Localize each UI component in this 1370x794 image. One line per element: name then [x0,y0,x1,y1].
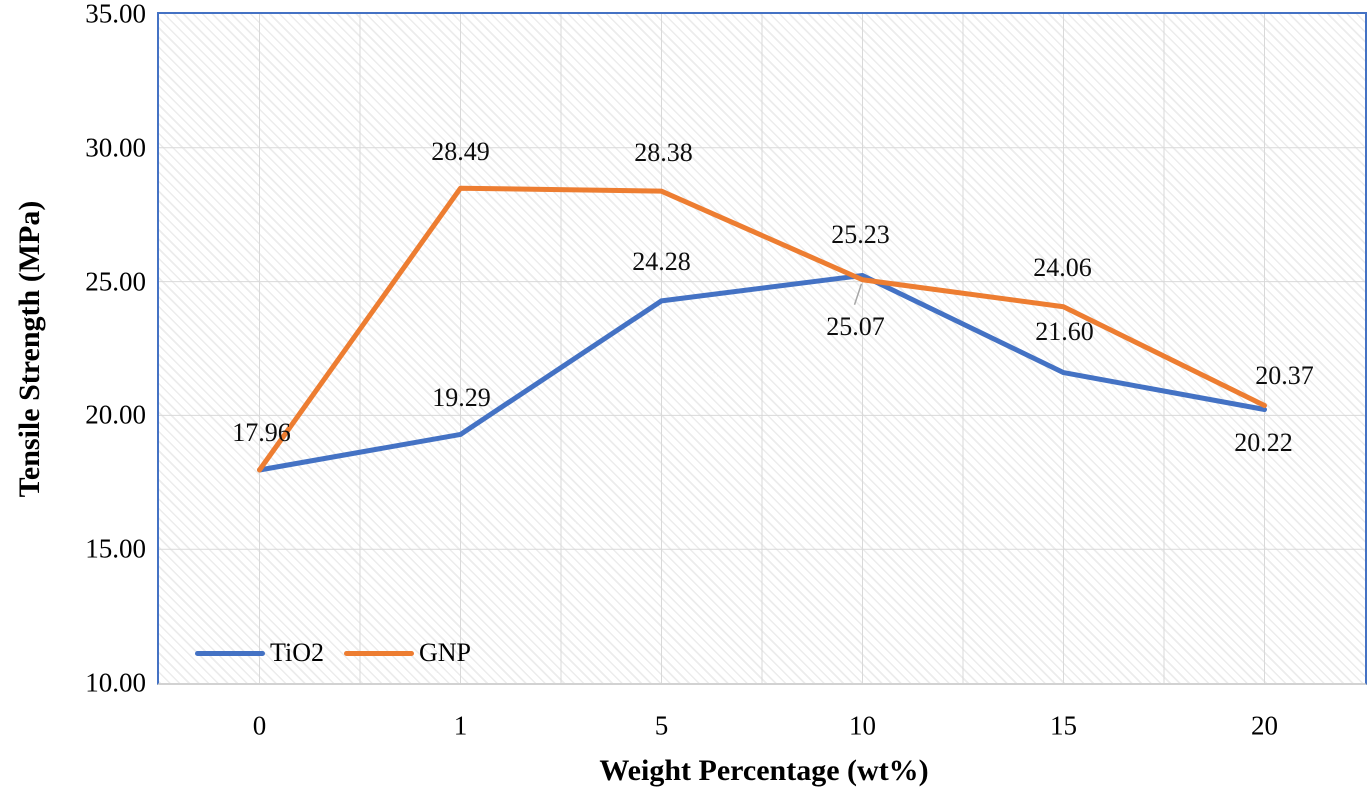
data-label-GNP-20: 20.37 [1255,361,1314,391]
data-label-TiO2-5: 24.28 [632,246,691,276]
legend-line-sample-gnp [343,650,414,656]
x-tick-label: 0 [252,710,267,741]
data-label-TiO2-0: 17.96 [232,417,291,447]
data-label-TiO2-1: 19.29 [432,383,491,413]
data-label-GNP-10: 25.07 [826,311,885,341]
data-label-TiO2-15: 21.60 [1035,316,1094,346]
x-tick-label: 5 [654,710,669,741]
data-label-TiO2-10: 25.23 [831,220,890,250]
plot-area: 17.96 19.29 24.28 25.23 21.60 20.22 28.49 28.38… [157,12,1367,685]
x-axis-title: Weight Percentage (wt%) [599,754,929,787]
chart-canvas [159,14,1365,683]
y-tick-label: 10.00 [85,667,146,698]
legend-item-tio2: TiO2 [195,640,324,666]
legend-label-gnp: GNP [418,638,471,667]
x-tick-label: 10 [849,710,876,741]
y-tick-label: 20.00 [85,399,146,430]
x-tick-label: 15 [1050,710,1077,741]
y-tick-label: 15.00 [85,533,146,564]
data-label-GNP-5: 28.38 [634,138,693,168]
legend-line-sample-tio2 [195,650,265,656]
x-tick-label: 20 [1251,710,1278,741]
y-axis-title: Tensile Strength (MPa) [13,200,46,498]
data-label-GNP-1: 28.49 [431,137,490,167]
legend-label-tio2: TiO2 [270,638,324,667]
y-tick-label: 25.00 [85,266,146,297]
y-tick-label: 35.00 [85,0,146,29]
legend: TiO2 GNP [195,640,471,666]
y-tick-label: 30.00 [85,132,146,163]
data-label-TiO2-20: 20.22 [1234,427,1293,457]
data-label-GNP-15: 24.06 [1033,252,1092,282]
x-tick-label: 1 [453,710,468,741]
legend-item-gnp: GNP [343,638,471,667]
